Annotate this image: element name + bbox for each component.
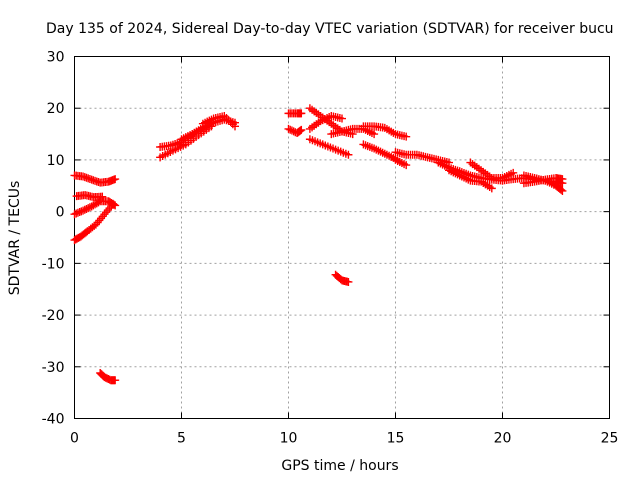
series-track-i: [198, 111, 239, 131]
series-track-d: [72, 191, 107, 202]
data-point: [284, 124, 293, 133]
data-point: [344, 150, 353, 159]
y-tick-label: -20: [42, 308, 65, 324]
x-axis-label: GPS time / hours: [281, 458, 398, 474]
grid: [74, 56, 610, 419]
data-point: [72, 209, 81, 218]
axis-ticks: 0 5 10 15 20 25 30 20 10 0 -10 -20 -30 -40: [42, 50, 619, 447]
series-track-j: [284, 109, 306, 118]
data-point: [487, 184, 496, 193]
data-point: [73, 208, 82, 217]
data-point: [90, 221, 99, 230]
data-point: [558, 175, 567, 184]
data-point: [111, 376, 120, 385]
y-tick-label: 10: [47, 153, 65, 169]
series-track-t: [391, 155, 411, 170]
y-tick-label: -40: [42, 412, 65, 428]
data-point: [80, 205, 89, 214]
data-point: [77, 207, 86, 216]
x-tick-label: 5: [177, 431, 186, 447]
data-point: [557, 185, 566, 194]
data-point: [70, 210, 79, 219]
data-point: [287, 126, 296, 135]
plot-frame: [74, 56, 610, 419]
series-track-a: [70, 171, 120, 187]
y-tick-label: -10: [42, 256, 65, 272]
series-track-k: [284, 124, 306, 138]
x-tick-label: 25: [601, 431, 619, 447]
x-tick-label: 10: [280, 431, 298, 447]
series-track-v: [445, 166, 496, 193]
data-point: [109, 200, 118, 209]
data-point: [111, 201, 120, 210]
data-point: [558, 186, 567, 195]
x-tick-label: 20: [494, 431, 512, 447]
data-point: [338, 114, 346, 123]
data-point: [98, 192, 107, 201]
y-tick-label: 30: [47, 50, 65, 66]
y-tick-label: 0: [56, 205, 65, 221]
series-track-c: [70, 197, 120, 219]
y-tick-label: -30: [42, 360, 65, 376]
data-point: [231, 122, 239, 131]
data-point: [111, 175, 120, 184]
data-point: [344, 277, 353, 286]
data-point: [82, 204, 91, 213]
data-point: [297, 125, 306, 134]
data-point: [84, 204, 93, 213]
x-tick-label: 0: [70, 431, 79, 447]
data-point: [79, 206, 88, 215]
data-points: [70, 104, 567, 385]
y-tick-label: 20: [47, 101, 65, 117]
series-track-q: [359, 122, 411, 141]
y-axis-label: SDTVAR / TECUs: [7, 181, 23, 296]
series-track-e: [96, 368, 120, 385]
data-point: [75, 208, 84, 217]
series-track-m: [305, 111, 346, 133]
x-tick-label: 15: [387, 431, 405, 447]
data-point: [402, 161, 411, 170]
series-track-p: [331, 270, 353, 286]
data-point: [286, 125, 295, 134]
series-track-n: [305, 135, 353, 159]
data-point: [402, 132, 411, 141]
series-track-s: [391, 148, 453, 167]
data-point: [297, 109, 306, 118]
data-point: [370, 130, 379, 139]
chart-title: Day 135 of 2024, Sidereal Day-to-day VTE…: [46, 21, 614, 37]
data-point: [85, 203, 94, 212]
series-track-z: [519, 174, 567, 188]
